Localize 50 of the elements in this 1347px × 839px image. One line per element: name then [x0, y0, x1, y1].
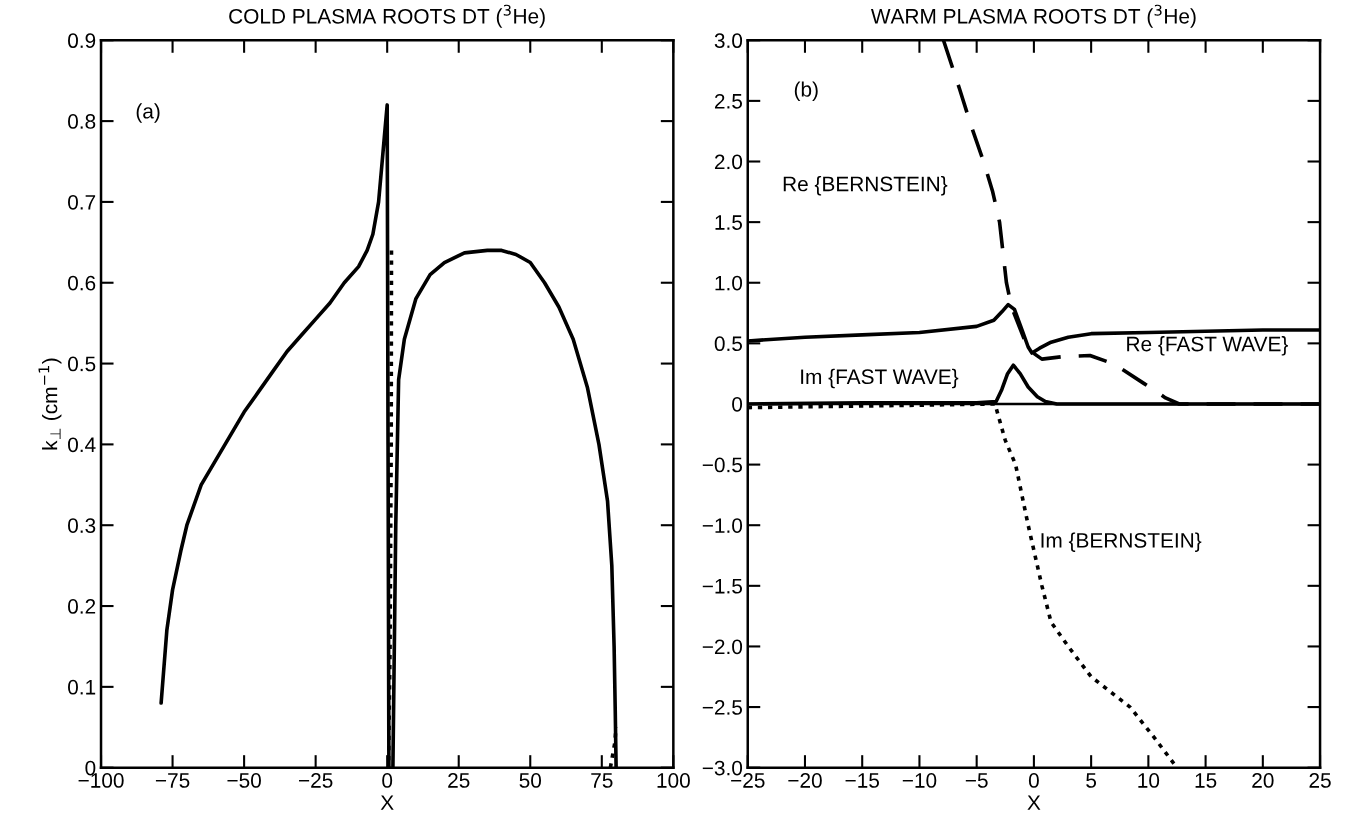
x-tick-label: −5	[965, 773, 988, 788]
x-axis-title: X	[380, 795, 394, 810]
x-tick-label: 50	[519, 773, 542, 788]
y-tick-label: 0.1	[68, 679, 96, 695]
y-tick-label: −1.5	[702, 579, 743, 594]
x-tick-label: 75	[591, 773, 613, 788]
y-tick-label: 3.0	[714, 33, 743, 49]
y-tick-label: −1.0	[702, 518, 743, 533]
x-tick-label: −25	[299, 773, 333, 788]
x-tick-label: 25	[448, 773, 470, 788]
x-tick-label: 15	[1195, 773, 1217, 788]
x-tick-label: 25	[1309, 773, 1331, 788]
annotation: Im {FAST WAVE}	[801, 368, 959, 389]
y-tick-label: 1.0	[715, 275, 743, 291]
x-tick-label: −50	[227, 773, 261, 788]
y-tick-label: 0.8	[68, 114, 96, 129]
y-tick-label: 2.0	[714, 154, 743, 170]
x-tick-label: 100	[657, 773, 690, 788]
x-tick-label: −20	[788, 773, 822, 788]
x-tick-label: 0	[382, 773, 393, 788]
x-axis-title: X	[1027, 795, 1041, 810]
y-tick-label: 0.5	[68, 356, 96, 372]
y-tick-label: 2.5	[714, 93, 743, 109]
x-tick-label: −10	[902, 773, 937, 788]
y-tick-label: 0.7	[68, 194, 96, 210]
y-tick-label: −0.5	[702, 457, 743, 473]
y-tick-label: −2.5	[702, 700, 743, 715]
y-tick-label: 0.2	[68, 599, 96, 614]
y-tick-label: 0.3	[68, 518, 96, 533]
annotation: (b)	[794, 81, 818, 101]
chart-title: WARM PLASMA ROOTS DT ($^{3}$He)	[870, 4, 1196, 28]
y-tick-label: 0.6	[68, 275, 96, 291]
annotation: (a)	[136, 103, 160, 123]
y-tick-label: 0.5	[714, 336, 743, 352]
x-tick-label: −15	[845, 773, 879, 788]
x-tick-label: 0	[1028, 773, 1039, 788]
chart-title: COLD PLASMA ROOTS DT ($^{3}$He)	[229, 4, 545, 28]
annotation: Im {BERNSTEIN}	[1041, 532, 1202, 552]
y-tick-label: −2.0	[702, 639, 743, 655]
y-tick-label: 0.4	[68, 437, 96, 453]
annotation: Re {FAST WAVE}	[1127, 336, 1288, 356]
y-tick-label: 0.9	[68, 33, 96, 49]
y-axis-title: k$_{⊥}$ (cm$^{−1}$)	[38, 358, 62, 450]
y-tick-label: 1.5	[715, 215, 743, 230]
annotation: Re {BERNSTEIN}	[783, 176, 948, 196]
y-tick-label: 0	[732, 396, 743, 412]
x-tick-label: −75	[155, 773, 190, 788]
x-tick-label: 20	[1252, 773, 1274, 788]
x-tick-label: 10	[1138, 773, 1160, 788]
x-tick-label: 5	[1086, 773, 1097, 788]
